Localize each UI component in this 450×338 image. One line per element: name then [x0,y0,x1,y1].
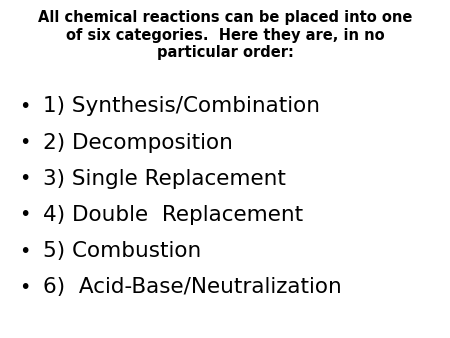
Text: 3) Single Replacement: 3) Single Replacement [43,169,286,189]
Text: 2) Decomposition: 2) Decomposition [43,132,233,153]
Text: •: • [19,133,31,152]
Text: •: • [19,169,31,188]
Text: •: • [19,206,31,224]
Text: 5) Combustion: 5) Combustion [43,241,201,261]
Text: All chemical reactions can be placed into one
of six categories.  Here they are,: All chemical reactions can be placed int… [38,10,412,60]
Text: 6)  Acid-Base/Neutralization: 6) Acid-Base/Neutralization [43,277,342,297]
Text: •: • [19,278,31,297]
Text: 4) Double  Replacement: 4) Double Replacement [43,205,303,225]
Text: 1) Synthesis/Combination: 1) Synthesis/Combination [43,96,320,117]
Text: •: • [19,97,31,116]
Text: •: • [19,242,31,261]
